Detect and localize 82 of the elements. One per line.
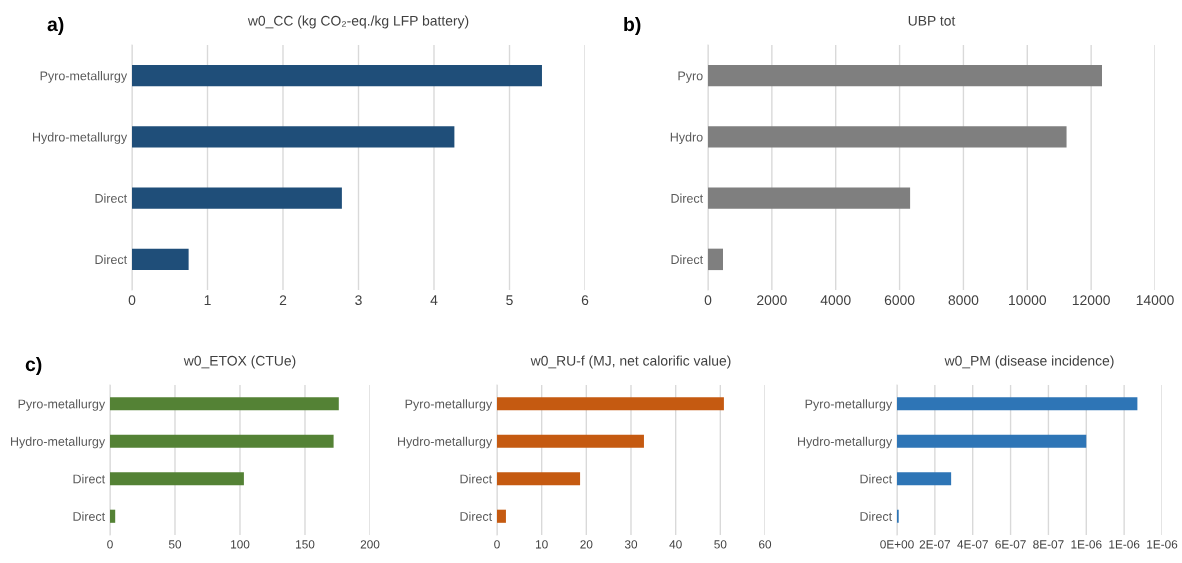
x-tick-label: 14000 [1136,295,1174,306]
bar [132,64,542,87]
x-tick-label: 50 [168,540,182,549]
x-tick-label: 0E+00 [880,540,914,549]
y-tick-label: Hydro-metallurgy [33,132,128,144]
x-tick-label: 1E-06 [1071,540,1102,549]
bar [708,64,1102,87]
y-tick-label: Hydro-metallurgy [11,436,106,449]
bar [132,126,455,148]
y-tick-label: Direct [460,511,493,521]
x-tick-label: 8000 [948,295,979,306]
x-tick-label: 5 [506,295,513,306]
y-tick-label: Hydro-metallurgy [798,436,893,449]
chart-title: UBP tot [908,16,956,26]
y-tick-label: Direct [671,193,704,203]
chart-title: w0_PM (disease incidence) [944,355,1114,369]
chart-title: w0_RU-f (MJ, net calorific value) [530,355,731,369]
bar [897,397,1138,411]
x-tick-label: 2 [279,295,287,305]
x-tick-label: 4E-07 [957,540,988,549]
y-tick-label: Direct [671,254,704,265]
x-tick-label: 8E-07 [1033,540,1064,549]
text: a) [47,16,64,36]
bar [110,509,116,523]
y-tick-label: Direct [95,193,128,203]
x-tick-label: 60 [759,540,772,549]
x-tick-label: 1 [204,295,211,305]
bar [897,434,1087,448]
x-tick-label: 200 [360,540,380,549]
y-tick-label: Hydro [670,132,703,144]
bar [110,472,244,486]
x-tick-label: 12000 [1072,295,1110,306]
y-tick-label: Direct [95,254,128,265]
x-tick-label: 10000 [1009,295,1047,306]
y-tick-label: Pyro-metallurgy [18,399,106,411]
x-tick-label: 20 [580,540,593,549]
y-tick-label: Pyro-metallurgy [405,399,493,411]
y-tick-label: Direct [73,474,106,484]
y-tick-label: Direct [73,511,106,521]
y-tick-label: Pyro-metallurgy [40,71,128,83]
x-tick-label: 4000 [820,295,851,306]
x-tick-label: 2E-07 [919,540,951,549]
x-tick-label: 0 [704,295,712,306]
x-tick-label: 1E-06 [1109,540,1140,549]
y-tick-label: Direct [860,511,893,521]
chart-title: w0_ETOX (CTUe) [183,355,296,369]
y-tick-label: Pyro-metallurgy [805,399,893,411]
x-tick-label: 150 [296,540,315,549]
y-tick-label: Hydro-metallurgy [398,436,493,449]
bar [708,126,1067,148]
bar [708,248,724,271]
bar [497,434,644,448]
x-tick-label: 4 [430,295,438,305]
y-tick-label: Pyro [678,71,703,83]
bar [497,472,581,486]
y-tick-label: Direct [860,474,893,484]
bar [110,397,339,411]
x-tick-label: 50 [714,540,727,549]
x-tick-label: 1E-06 [1147,540,1178,549]
bar [110,434,334,448]
bar [132,248,189,271]
x-tick-label: 30 [624,540,638,549]
x-tick-label: 100 [231,540,250,549]
x-tick-label: 0 [128,295,136,306]
bar [708,187,911,209]
bar [132,187,342,209]
y-tick-label: Direct [460,474,493,484]
x-tick-label: 0 [107,540,113,549]
x-tick-label: 40 [669,540,682,549]
text: b) [624,16,641,36]
x-tick-label: 6E-07 [995,540,1026,549]
bar [897,472,952,486]
x-tick-label: 3 [355,295,362,306]
x-tick-label: 6 [581,295,589,306]
x-tick-label: 6000 [884,295,915,306]
x-tick-label: 10 [536,540,548,549]
bar [497,509,506,523]
text: c) [25,356,42,376]
chart-title: w0_CC (kg CO₂-eq./kg LFP battery) [247,15,469,29]
x-tick-label: 0 [494,540,500,549]
x-tick-label: 2000 [757,295,787,306]
bar [497,397,724,411]
